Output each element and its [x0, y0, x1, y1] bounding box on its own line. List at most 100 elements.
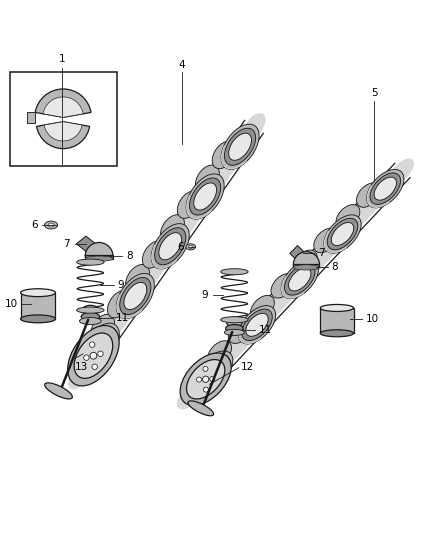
Ellipse shape: [240, 116, 263, 144]
Ellipse shape: [194, 182, 217, 210]
Ellipse shape: [81, 343, 104, 370]
Ellipse shape: [312, 242, 336, 266]
Ellipse shape: [223, 337, 246, 360]
Wedge shape: [293, 252, 319, 265]
Ellipse shape: [242, 317, 265, 341]
Ellipse shape: [92, 327, 115, 355]
Ellipse shape: [107, 290, 131, 318]
Ellipse shape: [296, 259, 319, 283]
Ellipse shape: [145, 252, 168, 279]
Ellipse shape: [315, 239, 338, 263]
Ellipse shape: [215, 345, 238, 369]
Ellipse shape: [74, 333, 113, 378]
Ellipse shape: [207, 163, 230, 191]
Ellipse shape: [245, 313, 268, 337]
Ellipse shape: [185, 377, 208, 401]
Bar: [27, 112, 35, 123]
Ellipse shape: [186, 244, 195, 250]
Ellipse shape: [189, 245, 193, 248]
Ellipse shape: [339, 213, 363, 237]
Ellipse shape: [342, 210, 365, 234]
Ellipse shape: [272, 285, 295, 309]
Ellipse shape: [234, 325, 257, 349]
Circle shape: [197, 377, 201, 382]
Ellipse shape: [223, 141, 246, 169]
Ellipse shape: [332, 222, 354, 246]
Ellipse shape: [275, 282, 297, 306]
Ellipse shape: [86, 336, 109, 364]
Ellipse shape: [269, 288, 292, 312]
Ellipse shape: [84, 340, 106, 367]
Ellipse shape: [186, 174, 224, 219]
Ellipse shape: [209, 160, 233, 188]
Ellipse shape: [209, 351, 233, 375]
Ellipse shape: [196, 351, 233, 390]
Ellipse shape: [228, 319, 252, 343]
Ellipse shape: [152, 242, 175, 270]
Ellipse shape: [231, 328, 254, 352]
Ellipse shape: [226, 325, 243, 333]
Ellipse shape: [124, 282, 147, 310]
Circle shape: [98, 351, 103, 357]
Ellipse shape: [70, 359, 93, 386]
Ellipse shape: [120, 278, 151, 314]
Ellipse shape: [77, 349, 100, 377]
Ellipse shape: [77, 259, 104, 265]
Ellipse shape: [237, 322, 260, 346]
Ellipse shape: [99, 318, 122, 345]
Ellipse shape: [79, 318, 101, 325]
Ellipse shape: [193, 368, 216, 392]
Ellipse shape: [192, 185, 215, 213]
Circle shape: [84, 355, 89, 360]
Ellipse shape: [367, 184, 390, 208]
Ellipse shape: [148, 248, 170, 276]
Ellipse shape: [21, 289, 56, 296]
Ellipse shape: [234, 126, 257, 154]
Ellipse shape: [167, 220, 191, 248]
Ellipse shape: [151, 224, 189, 269]
Circle shape: [210, 376, 215, 382]
Ellipse shape: [258, 300, 281, 323]
Ellipse shape: [117, 273, 154, 319]
Ellipse shape: [188, 374, 211, 398]
Ellipse shape: [353, 199, 376, 223]
Ellipse shape: [139, 261, 162, 289]
Text: 9: 9: [201, 290, 208, 300]
Ellipse shape: [155, 228, 186, 265]
Ellipse shape: [253, 305, 276, 329]
Ellipse shape: [159, 233, 182, 260]
Ellipse shape: [227, 318, 242, 327]
Ellipse shape: [293, 250, 317, 274]
Ellipse shape: [176, 207, 199, 235]
Ellipse shape: [134, 267, 157, 295]
Polygon shape: [290, 246, 306, 261]
Ellipse shape: [154, 239, 177, 266]
Ellipse shape: [220, 144, 244, 172]
Ellipse shape: [229, 331, 251, 355]
Ellipse shape: [327, 219, 358, 250]
Ellipse shape: [182, 379, 205, 403]
Ellipse shape: [266, 290, 290, 314]
Ellipse shape: [380, 170, 403, 194]
Ellipse shape: [177, 385, 200, 409]
Circle shape: [89, 342, 95, 348]
Ellipse shape: [336, 205, 360, 229]
Ellipse shape: [156, 236, 179, 263]
Text: 12: 12: [241, 362, 254, 372]
Ellipse shape: [377, 173, 400, 197]
Text: 11: 11: [258, 325, 272, 335]
Ellipse shape: [307, 248, 330, 271]
Text: 8: 8: [332, 262, 338, 271]
Ellipse shape: [289, 268, 311, 291]
Ellipse shape: [271, 273, 295, 298]
Ellipse shape: [239, 319, 262, 343]
Ellipse shape: [247, 311, 271, 335]
Ellipse shape: [123, 283, 146, 311]
Ellipse shape: [143, 255, 166, 282]
Ellipse shape: [195, 165, 219, 192]
Ellipse shape: [68, 362, 91, 390]
Text: 6: 6: [177, 242, 184, 252]
Polygon shape: [76, 236, 95, 252]
Ellipse shape: [199, 362, 222, 386]
Ellipse shape: [345, 207, 368, 231]
